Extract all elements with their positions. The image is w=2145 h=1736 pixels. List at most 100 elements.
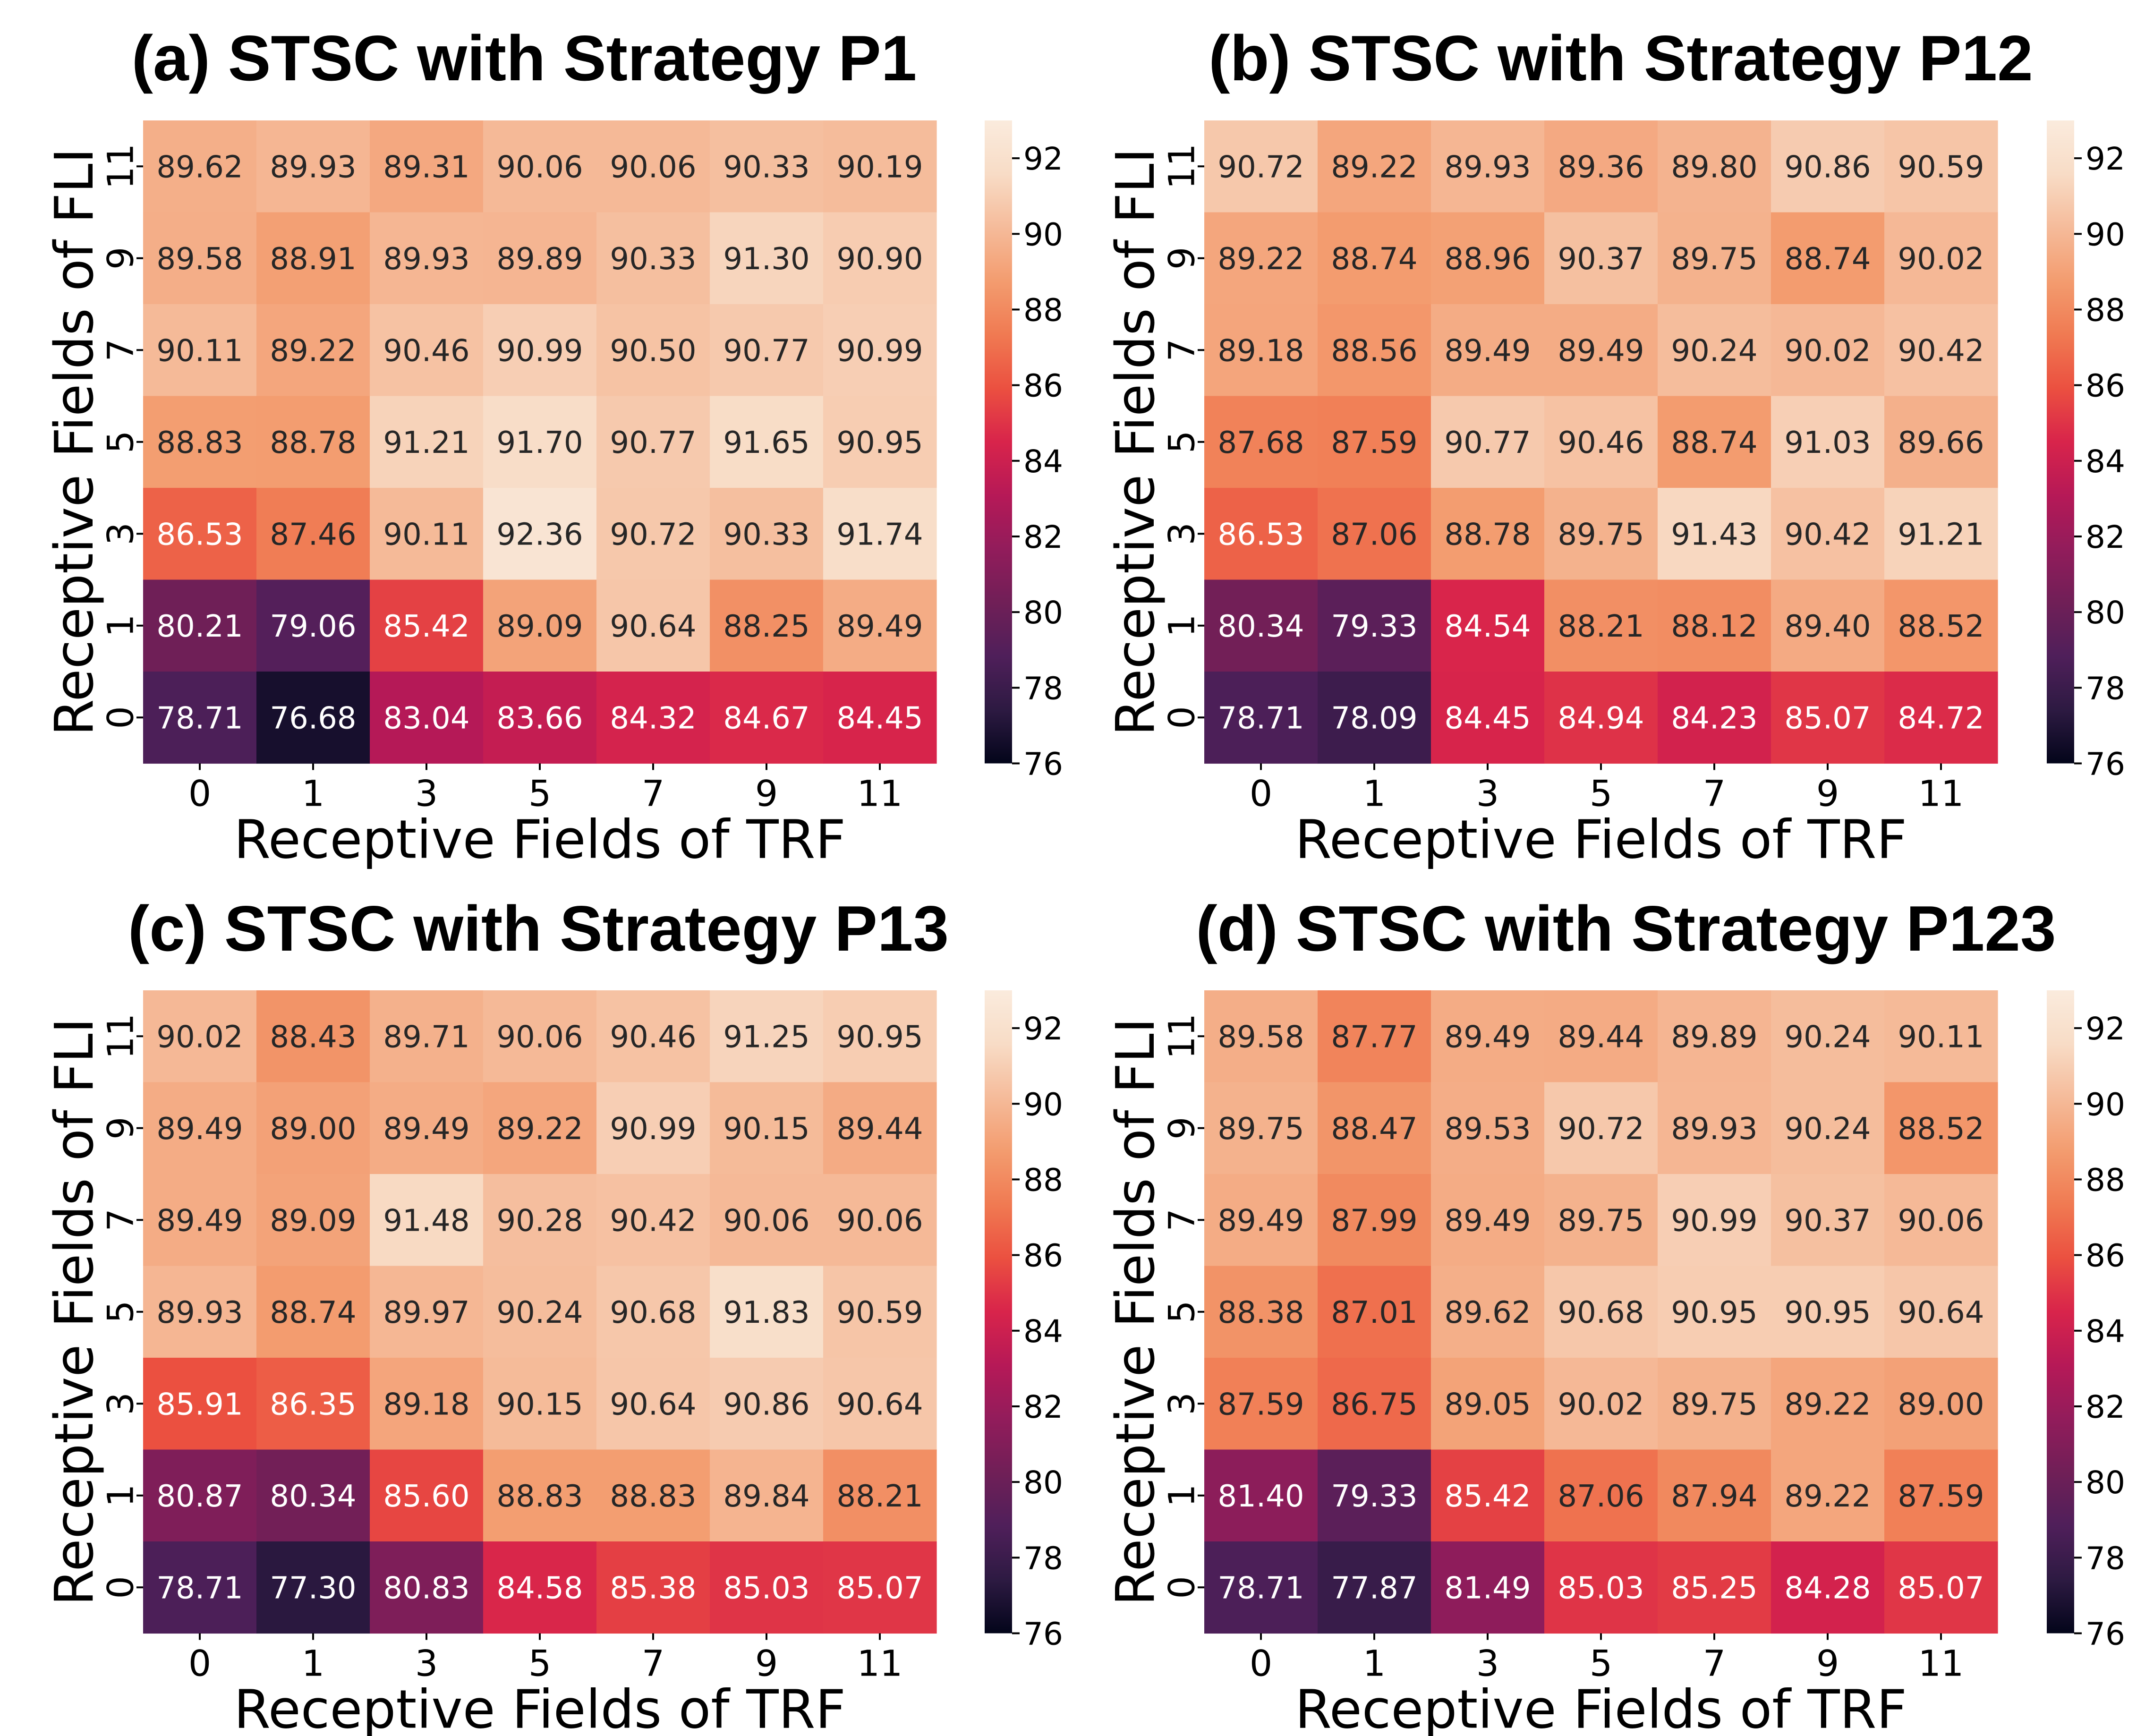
heatmap-cell xyxy=(1204,579,1318,672)
y-tick-label: 3 xyxy=(100,1392,142,1415)
cell-value-label: 90.42 xyxy=(610,1203,696,1238)
heatmap-cell xyxy=(1884,1266,1998,1358)
heatmap-cell xyxy=(143,1174,257,1267)
cell-value-label: 89.49 xyxy=(1558,333,1644,368)
heatmap-cell xyxy=(483,1541,597,1634)
colorbar-tick-label: 86 xyxy=(1023,368,1063,404)
x-tick-label: 0 xyxy=(188,1642,211,1685)
heatmap-cell xyxy=(370,396,484,488)
heatmap-cell xyxy=(1318,1082,1431,1174)
heatmap-cell xyxy=(596,304,710,397)
x-tick-label: 7 xyxy=(642,1642,664,1685)
cell-value-label: 85.60 xyxy=(383,1479,469,1514)
x-tick-label: 5 xyxy=(1590,773,1612,815)
heatmap-cell xyxy=(256,672,370,764)
y-tick-label: 9 xyxy=(100,1117,142,1140)
x-tick-label: 1 xyxy=(1363,773,1386,815)
x-tick-label: 1 xyxy=(302,773,324,815)
colorbar-tick-label: 86 xyxy=(2085,1238,2125,1274)
cell-value-label: 90.02 xyxy=(1898,242,1984,277)
cell-value-label: 85.42 xyxy=(1444,1479,1531,1514)
panel-title: (b) STSC with Strategy P12 xyxy=(1209,22,2033,94)
panel-title: (c) STSC with Strategy P13 xyxy=(128,893,949,964)
cell-value-label: 89.89 xyxy=(496,242,583,277)
heatmap-cell xyxy=(1204,304,1318,397)
heatmap-cell xyxy=(1431,1449,1545,1542)
cell-value-label: 90.33 xyxy=(723,517,809,552)
y-tick-label: 5 xyxy=(1161,1301,1203,1323)
heatmap-cell xyxy=(710,1174,824,1267)
cell-value-label: 91.70 xyxy=(496,425,583,460)
panel-title: (a) STSC with Strategy P1 xyxy=(132,22,917,94)
heatmap-cell xyxy=(256,1358,370,1450)
heatmap-cell xyxy=(710,1358,824,1450)
heatmap-cell xyxy=(1204,1358,1318,1450)
cell-value-label: 89.36 xyxy=(1558,150,1644,185)
y-tick-label: 7 xyxy=(100,339,142,361)
cell-value-label: 90.11 xyxy=(383,517,469,552)
colorbar-tick-label: 78 xyxy=(1023,1540,1063,1576)
cell-value-label: 89.22 xyxy=(496,1112,583,1147)
heatmap-cell xyxy=(1884,1541,1998,1634)
heatmap-cell xyxy=(1431,304,1545,397)
heatmap-cell xyxy=(1884,672,1998,764)
heatmap-cell xyxy=(596,1266,710,1358)
heatmap-cell xyxy=(256,990,370,1083)
cell-value-label: 78.71 xyxy=(1217,1571,1304,1606)
cell-value-label: 89.93 xyxy=(156,1295,243,1330)
colorbar-tick-label: 90 xyxy=(1023,1086,1063,1123)
heatmap-cell xyxy=(1544,1541,1658,1634)
cell-value-label: 90.06 xyxy=(496,1020,583,1055)
cell-value-label: 91.48 xyxy=(383,1203,469,1238)
y-tick-label: 3 xyxy=(1161,1392,1203,1415)
cell-value-label: 88.78 xyxy=(1444,517,1531,552)
heatmap-cell xyxy=(1204,396,1318,488)
cell-value-label: 90.33 xyxy=(723,150,809,185)
heatmap-cell xyxy=(483,990,597,1083)
cell-value-label: 90.72 xyxy=(1558,1112,1644,1147)
cell-value-label: 90.02 xyxy=(1784,333,1871,368)
cell-value-label: 90.33 xyxy=(610,242,696,277)
heatmap-cell xyxy=(483,1358,597,1450)
cell-value-label: 89.62 xyxy=(1444,1295,1531,1330)
heatmap-cells: 90.72 89.22 89.93 89.36 89.80 90.86 90.59 89.22… xyxy=(1204,120,1998,764)
heatmap-cell xyxy=(823,488,937,580)
x-tick-label: 9 xyxy=(755,1642,778,1685)
cell-value-label: 89.49 xyxy=(156,1203,243,1238)
colorbar-tick-label: 88 xyxy=(1023,1162,1063,1198)
y-tick-label: 0 xyxy=(100,1576,142,1599)
y-tick-label: 7 xyxy=(1161,1208,1203,1231)
cell-value-label: 89.22 xyxy=(270,333,356,368)
cell-value-label: 90.15 xyxy=(723,1112,809,1147)
cell-value-label: 88.43 xyxy=(270,1020,356,1055)
heatmap-cell xyxy=(256,488,370,580)
colorbar: 92 90 88 86 84 82 80 78 76 xyxy=(2047,990,2125,1652)
colorbar-tick-label: 76 xyxy=(1023,746,1063,783)
y-tick-label: 1 xyxy=(100,614,142,637)
heatmap-cell xyxy=(1318,579,1431,672)
y-tick-label: 11 xyxy=(100,144,142,189)
cell-value-label: 88.83 xyxy=(156,425,243,460)
heatmap-cell xyxy=(483,1449,597,1542)
colorbar-tick-label: 92 xyxy=(2085,1011,2125,1047)
cell-value-label: 87.06 xyxy=(1331,517,1417,552)
colorbar-tick-label: 92 xyxy=(2085,141,2125,177)
colorbar-tick-label: 88 xyxy=(2085,292,2125,328)
colorbar-tick-label: 82 xyxy=(2085,1389,2125,1425)
cell-value-label: 90.99 xyxy=(610,1112,696,1147)
heatmap-cell xyxy=(1204,1082,1318,1174)
cell-value-label: 90.64 xyxy=(610,609,696,644)
cell-value-label: 86.53 xyxy=(156,517,243,552)
x-tick-label: 3 xyxy=(415,773,438,815)
heatmap-cell xyxy=(1431,212,1545,305)
cell-value-label: 89.22 xyxy=(1331,150,1417,185)
cell-value-label: 85.07 xyxy=(1898,1571,1984,1606)
cell-value-label: 90.68 xyxy=(610,1295,696,1330)
y-axis-title: Receptive Fields of FLI xyxy=(44,148,105,736)
cell-value-label: 89.44 xyxy=(836,1112,923,1147)
heatmap-cell xyxy=(710,304,824,397)
heatmap-cell xyxy=(1884,212,1998,305)
colorbar-gradient xyxy=(2047,120,2074,764)
cell-value-label: 90.95 xyxy=(836,1020,923,1055)
